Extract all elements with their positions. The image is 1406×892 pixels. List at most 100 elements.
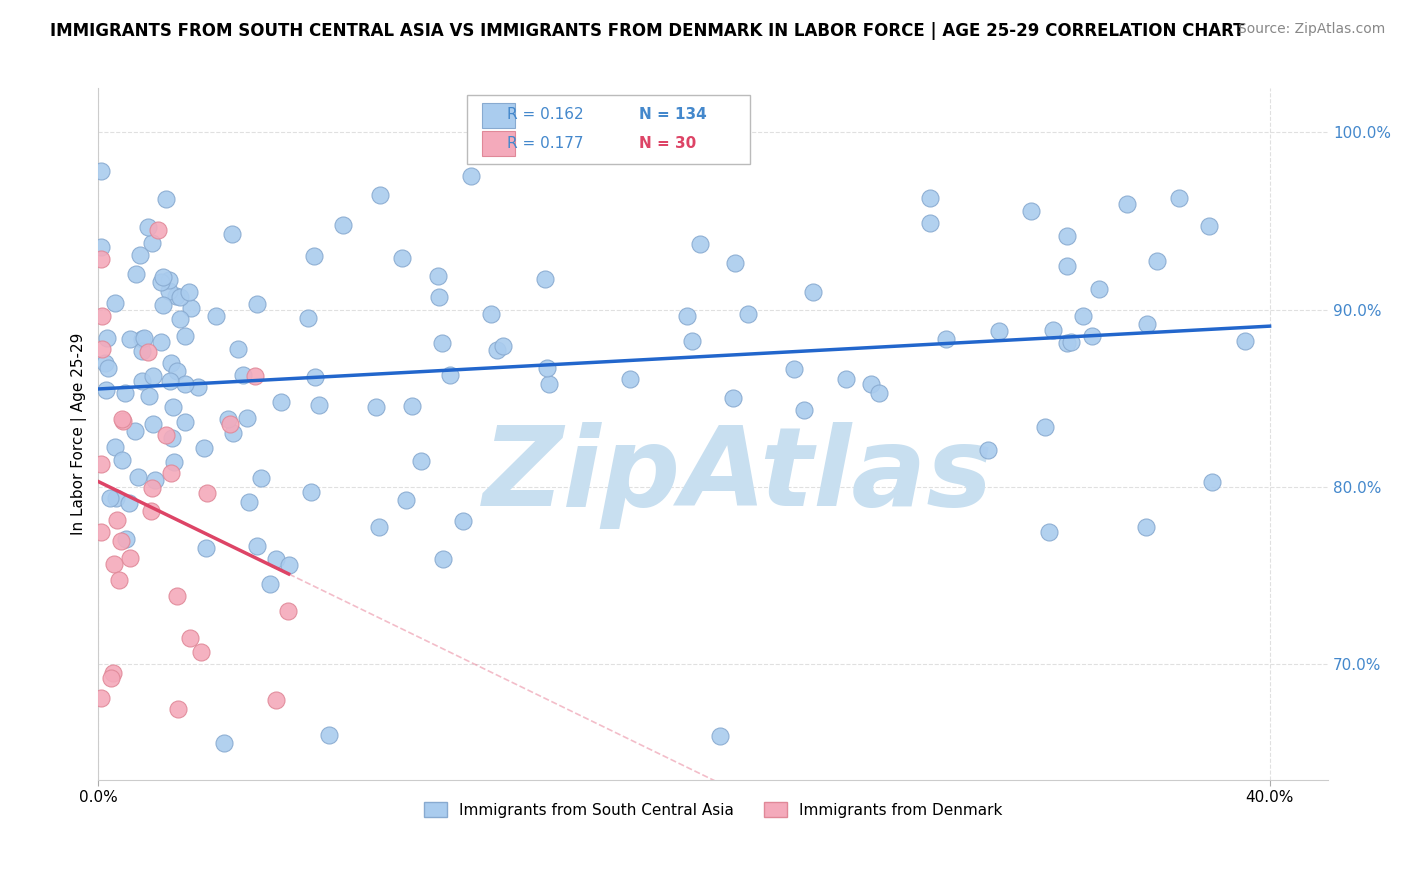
Point [179,631,201,645]
Point [134,331,156,345]
Point [439,368,461,383]
Point [1088,282,1111,296]
Point [238,494,260,508]
Text: ZipAtlas: ZipAtlas [482,422,993,529]
Point [1038,525,1060,540]
Point [536,361,558,376]
Point [277,604,299,618]
Point [139,504,162,518]
Point [97,361,120,376]
Point [90,524,112,539]
Point [368,520,391,534]
Point [1080,328,1102,343]
Point [1019,203,1042,218]
Point [318,728,340,742]
Point [737,307,759,321]
Point [163,455,186,469]
Text: N = 30: N = 30 [640,136,697,152]
Point [166,364,188,378]
Point [264,552,287,566]
Point [1146,254,1168,268]
Point [368,188,391,202]
FancyBboxPatch shape [482,103,515,128]
Point [136,219,159,234]
Point [401,399,423,413]
Point [96,384,118,398]
Point [432,552,454,566]
Point [427,290,450,304]
Point [278,558,301,573]
Point [136,345,159,359]
Point [174,416,197,430]
Point [111,414,134,428]
Point [534,272,557,286]
Point [918,216,941,230]
Point [1056,335,1078,350]
Point [395,493,418,508]
Point [104,296,127,310]
Point [1035,420,1057,434]
Point [98,491,121,506]
Point [308,398,330,412]
Point [264,693,287,707]
Point [169,290,191,304]
Point [127,470,149,484]
Point [246,297,269,311]
Point [166,701,188,715]
Point [486,343,509,357]
Point [835,372,858,386]
Point [860,376,883,391]
Point [159,374,181,388]
Point [131,374,153,388]
Text: R = 0.177: R = 0.177 [506,136,583,152]
Point [492,339,515,353]
Point [221,227,243,242]
Point [427,269,450,284]
Point [1042,323,1064,337]
Point [120,551,142,566]
Point [141,481,163,495]
Point [96,330,118,344]
Point [935,332,957,346]
Point [709,729,731,743]
Point [479,307,502,321]
Point [142,417,165,431]
Point [538,377,561,392]
Point [1168,191,1191,205]
Point [245,369,267,384]
Point [101,666,124,681]
Point [219,417,242,432]
Point [107,574,129,588]
Point [302,249,325,263]
Point [180,301,202,316]
Point [105,513,128,527]
Point [1201,475,1223,489]
Point [125,268,148,282]
Point [141,236,163,251]
Point [236,411,259,425]
Point [165,289,187,303]
Point [169,311,191,326]
Point [90,342,112,356]
Point [190,645,212,659]
Point [157,284,180,298]
Point [212,736,235,750]
Point [391,252,413,266]
Point [166,589,188,603]
Point [131,332,153,346]
Point [110,533,132,548]
Point [270,395,292,409]
Point [1056,229,1078,244]
Point [197,486,219,500]
Point [115,532,138,546]
Point [93,356,115,370]
Y-axis label: In Labor Force | Age 25-29: In Labor Force | Age 25-29 [72,333,87,535]
Point [159,466,181,480]
Point [124,424,146,438]
Point [409,454,432,468]
Point [162,401,184,415]
Point [174,376,197,391]
Point [149,275,172,289]
Point [332,218,354,232]
Point [100,671,122,685]
